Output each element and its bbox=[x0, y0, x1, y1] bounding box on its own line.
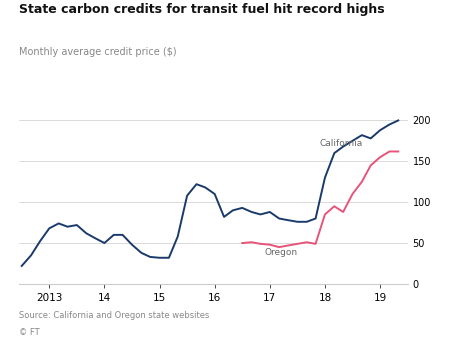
Text: State carbon credits for transit fuel hit record highs: State carbon credits for transit fuel hi… bbox=[19, 3, 384, 16]
Text: Source: California and Oregon state websites: Source: California and Oregon state webs… bbox=[19, 311, 210, 320]
Text: Monthly average credit price ($): Monthly average credit price ($) bbox=[19, 47, 177, 57]
Text: California: California bbox=[319, 139, 363, 148]
Text: © FT: © FT bbox=[19, 328, 40, 337]
Text: Oregon: Oregon bbox=[264, 248, 297, 257]
